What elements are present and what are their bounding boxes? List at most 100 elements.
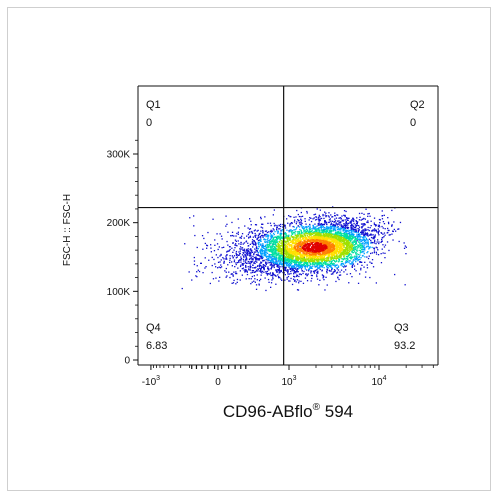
event-dot xyxy=(345,255,348,258)
event-dot xyxy=(265,254,267,256)
event-dot xyxy=(347,258,349,260)
event-dot xyxy=(368,234,371,236)
event-dot xyxy=(235,250,238,253)
event-dot xyxy=(280,223,282,226)
event-dot xyxy=(277,258,279,260)
event-dot xyxy=(275,244,278,247)
event-dot xyxy=(272,276,274,278)
event-dot xyxy=(298,245,300,247)
event-dot xyxy=(314,232,316,234)
event-dot xyxy=(379,226,381,228)
event-dot xyxy=(397,228,399,230)
event-dot xyxy=(358,241,360,243)
event-dot xyxy=(218,280,220,282)
event-dot xyxy=(354,268,356,270)
event-dot xyxy=(277,237,279,239)
event-dot xyxy=(197,269,199,271)
event-dot xyxy=(285,234,288,236)
event-dot xyxy=(326,231,328,233)
event-dot xyxy=(312,270,315,272)
event-dot xyxy=(295,228,297,230)
event-dot xyxy=(278,266,280,268)
event-dot xyxy=(281,264,283,266)
event-dot xyxy=(254,236,257,238)
event-dot xyxy=(334,256,336,258)
event-dot xyxy=(251,260,253,263)
event-dot xyxy=(292,237,294,239)
event-dot xyxy=(331,267,333,269)
event-dot xyxy=(286,261,288,263)
event-dot xyxy=(282,236,284,238)
event-dot xyxy=(286,253,288,255)
event-dot xyxy=(264,250,266,252)
event-dot xyxy=(204,242,206,245)
event-dot xyxy=(296,259,299,261)
event-dot xyxy=(250,260,252,263)
event-dot xyxy=(307,236,309,238)
event-dot xyxy=(388,249,390,252)
event-dot xyxy=(313,232,316,234)
event-dot xyxy=(300,262,302,264)
event-dot xyxy=(333,224,335,226)
event-dot xyxy=(334,265,336,267)
event-dot xyxy=(300,245,302,247)
event-dot xyxy=(286,260,288,262)
event-dot xyxy=(277,264,279,266)
event-dot xyxy=(260,226,262,228)
event-dot xyxy=(254,257,256,259)
event-dot xyxy=(330,230,333,232)
event-dot xyxy=(279,257,281,259)
event-dot xyxy=(272,256,275,258)
event-dot xyxy=(370,241,372,243)
event-dot xyxy=(280,252,282,255)
event-dot xyxy=(299,260,302,262)
event-dot xyxy=(271,230,274,232)
event-dot xyxy=(223,260,225,262)
event-dot xyxy=(270,246,272,248)
event-dot xyxy=(294,238,297,240)
event-dot xyxy=(306,212,308,214)
event-dot xyxy=(217,256,219,259)
event-dot xyxy=(363,246,365,248)
event-dot xyxy=(255,269,258,271)
event-dot xyxy=(300,216,302,218)
event-dot xyxy=(344,242,346,244)
event-dot xyxy=(357,253,360,256)
event-dot xyxy=(289,261,291,264)
event-dot xyxy=(360,251,362,253)
event-dot xyxy=(333,253,335,256)
event-dot xyxy=(203,237,205,240)
event-dot xyxy=(279,270,281,272)
event-dot xyxy=(293,232,296,234)
event-dot xyxy=(342,259,344,261)
event-dot xyxy=(232,251,234,253)
event-dot xyxy=(304,267,306,269)
event-dot xyxy=(225,271,227,273)
event-dot xyxy=(367,226,369,229)
event-dot xyxy=(231,221,233,224)
event-dot xyxy=(355,243,357,245)
event-dot xyxy=(316,240,318,243)
event-dot xyxy=(332,242,334,244)
event-dot xyxy=(310,234,312,236)
event-dot xyxy=(330,262,333,265)
event-dot xyxy=(298,219,300,222)
event-dot xyxy=(284,227,287,229)
event-dot xyxy=(287,269,289,271)
event-dot xyxy=(276,253,279,256)
event-dot xyxy=(291,233,293,235)
event-dot xyxy=(290,272,292,275)
event-dot xyxy=(365,239,367,241)
event-dot xyxy=(368,255,370,257)
event-dot xyxy=(318,226,320,229)
event-dot xyxy=(255,224,258,226)
event-dot xyxy=(269,222,272,224)
event-dot xyxy=(326,223,328,226)
event-dot xyxy=(283,265,286,267)
event-dot xyxy=(313,272,316,274)
event-dot xyxy=(343,266,345,268)
event-dot xyxy=(334,225,337,227)
event-dot xyxy=(324,231,327,233)
event-dot xyxy=(260,240,262,242)
event-dot xyxy=(249,266,251,268)
